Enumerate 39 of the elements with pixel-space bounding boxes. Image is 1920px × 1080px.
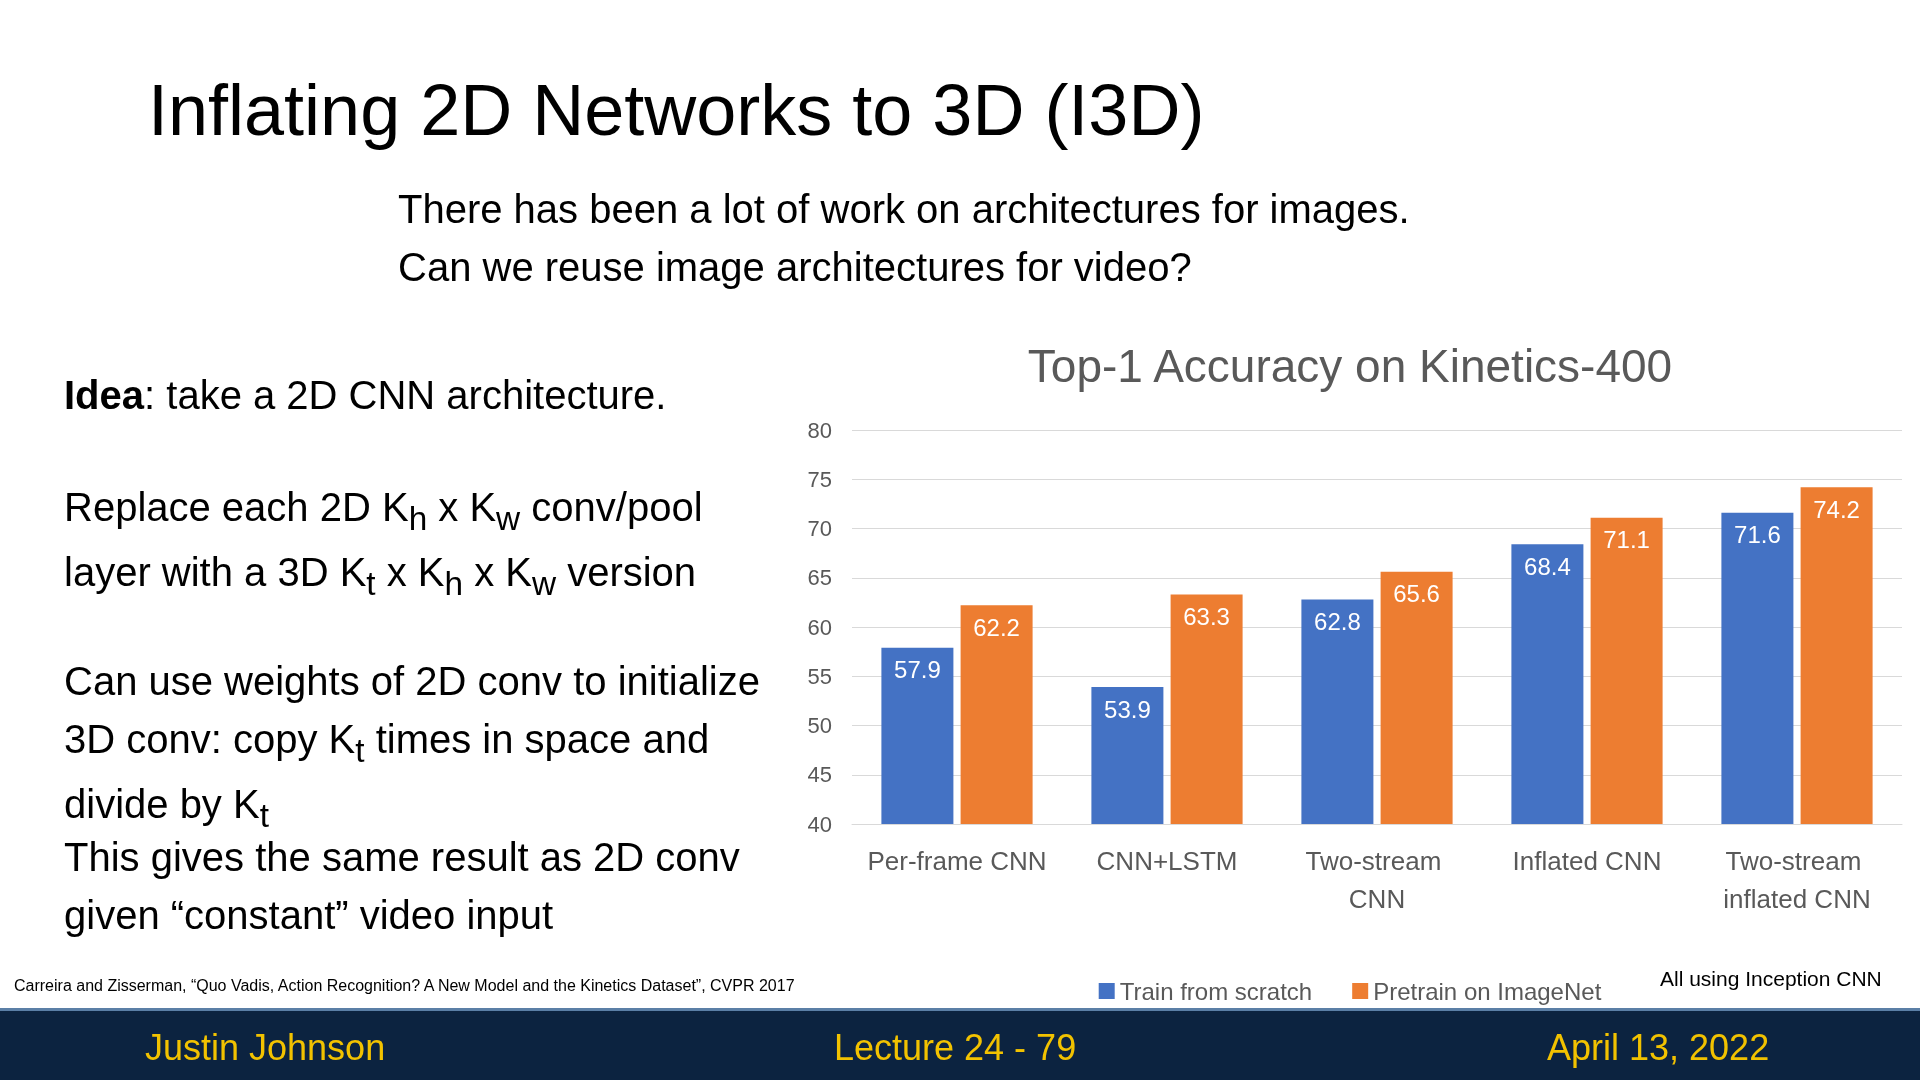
x-tick-label: Inflated CNN	[1512, 846, 1662, 876]
data-label: 74.2	[1813, 495, 1860, 523]
text: Replace each 2D K$_{h}$ x K$_{w}$ conv/pool layer with a 3D K$_{t}$ x K$_{h}$ x K$_{w}$ version	[64, 485, 703, 603]
text: Can we reuse image architectures for video?	[398, 244, 1192, 291]
text: Can use weights of 2D conv to initialize 3D conv: copy K$_{t}$ times in space and divide by K$_{t}$	[64, 659, 760, 835]
data-label: 53.9	[1104, 695, 1151, 723]
y-tick-label: 60	[807, 614, 832, 640]
text: Lecture 24 - 79	[834, 1026, 1077, 1070]
data-label: 63.3	[1183, 602, 1230, 630]
text: There has been a lot of work on architectures for images.	[398, 186, 1410, 233]
data-label: 62.2	[973, 613, 1020, 641]
x-tick-label: CNN+LSTM	[1096, 846, 1238, 876]
y-tick-label: 65	[807, 565, 832, 591]
x-tick-label: Two-stream CNN	[1305, 846, 1449, 914]
data-label: 71.1	[1603, 526, 1650, 554]
y-tick-label: 75	[807, 466, 832, 492]
text: All using Inception CNN	[1660, 966, 1882, 992]
text: April 13, 2022	[1547, 1026, 1770, 1070]
y-tick-label: 80	[807, 417, 832, 443]
y-tick-label: 40	[807, 811, 832, 837]
y-tick-label: 70	[807, 516, 832, 541]
x-tick-label: Per-frame CNN	[867, 846, 1047, 876]
data-label: 57.9	[894, 656, 941, 684]
text: This gives the same result as 2D conv given “constant” video input	[64, 835, 740, 937]
y-tick-label: 55	[807, 663, 832, 689]
text: Idea: take a 2D CNN architecture.	[64, 372, 668, 419]
data-label: 68.4	[1524, 552, 1571, 580]
text: Inflating 2D Networks to 3D (I3D)	[148, 69, 1205, 152]
chart-title: Top-1 Accuracy on Kinetics-400	[1027, 340, 1673, 392]
text: Justin Johnson	[145, 1026, 386, 1070]
data-label: 62.8	[1314, 607, 1361, 635]
legend-label: Pretrain on ImageNet	[1373, 977, 1602, 1005]
data-label: 71.6	[1734, 521, 1781, 549]
y-tick-label: 45	[807, 762, 832, 788]
text: Carreira and Zisserman, “Quo Vadis, Action Recognition? A New Model and the Kinetics Dataset”, CVPR 2017	[14, 976, 795, 996]
x-tick-label: Two-stream inflated CNN	[1723, 846, 1871, 914]
y-tick-label: 50	[807, 713, 832, 738]
data-label: 65.6	[1393, 580, 1440, 608]
legend-label: Train from scratch	[1119, 977, 1313, 1005]
